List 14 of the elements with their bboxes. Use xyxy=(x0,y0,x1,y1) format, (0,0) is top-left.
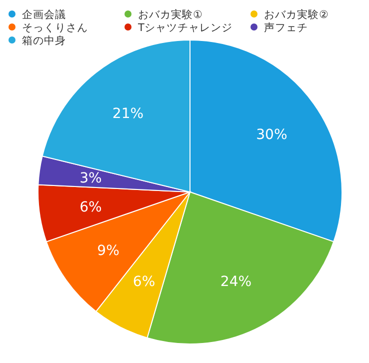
legend-label: 声フェチ xyxy=(264,21,308,34)
legend-label: 箱の中身 xyxy=(22,34,66,47)
data-label: 21% xyxy=(112,106,144,122)
data-label: 6% xyxy=(80,199,102,216)
data-label: 3% xyxy=(80,170,102,187)
legend-label: 企画会議 xyxy=(22,8,66,21)
legend-label: そっくりさん xyxy=(22,22,88,34)
data-label: 30% xyxy=(256,126,288,143)
legend-label: Tシャツチャレンジ xyxy=(137,22,232,34)
legend-label: おバカ実験② xyxy=(264,8,328,21)
data-label: 6% xyxy=(132,274,156,290)
data-label: 24% xyxy=(220,274,252,290)
legend-label: おバカ実験① xyxy=(138,8,202,21)
data-label: 9% xyxy=(97,243,120,260)
